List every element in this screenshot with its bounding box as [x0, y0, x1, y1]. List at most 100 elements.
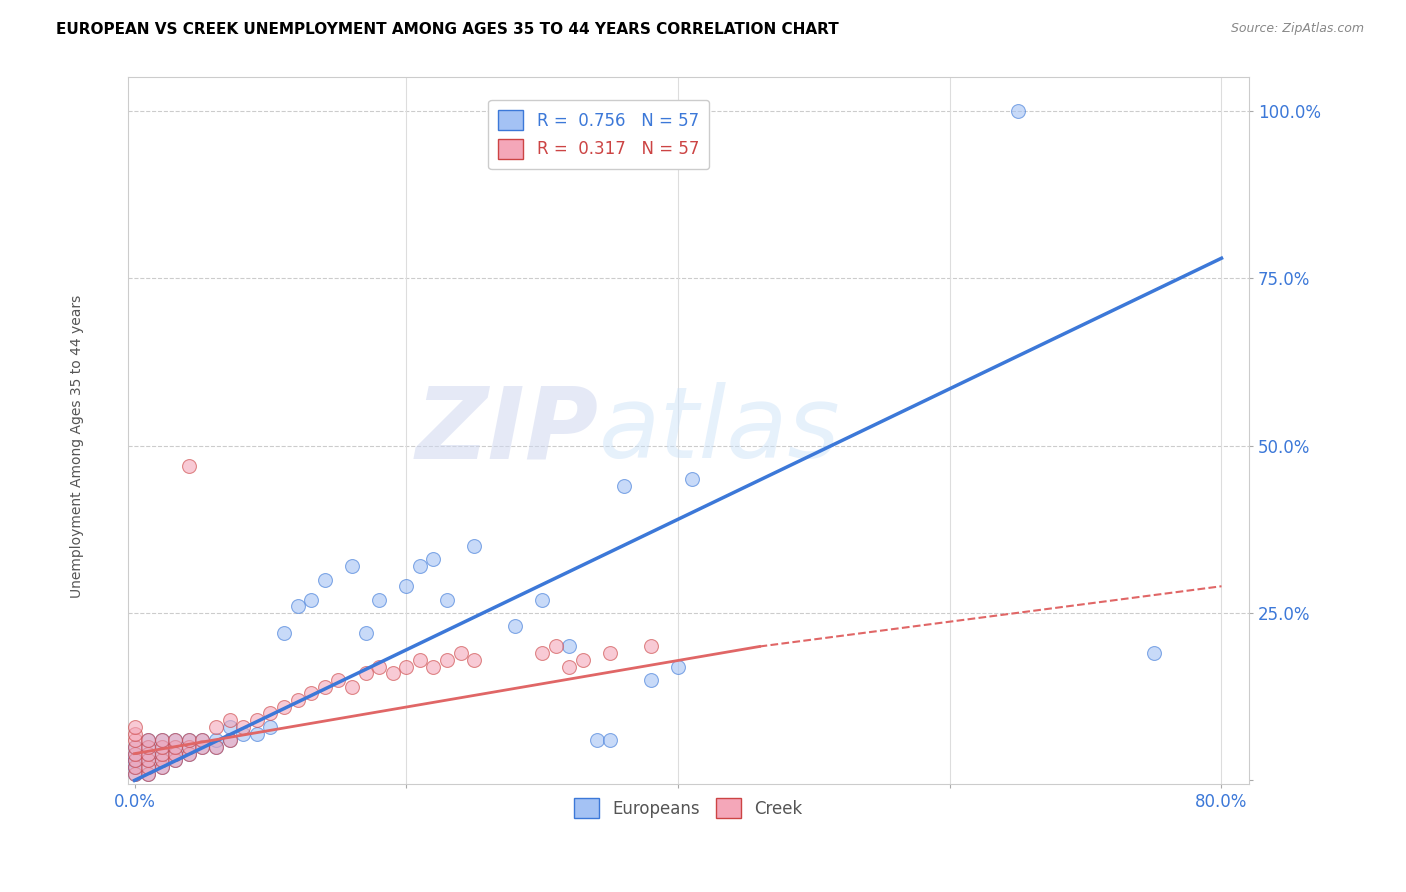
Point: [124, 753, 146, 767]
Point: [191, 733, 214, 747]
Point: [273, 699, 295, 714]
Text: Unemployment Among Ages 35 to 44 years: Unemployment Among Ages 35 to 44 years: [70, 294, 84, 598]
Point: [150, 733, 173, 747]
Point: [666, 659, 689, 673]
Point: [165, 753, 187, 767]
Point: [1142, 646, 1164, 660]
Text: Source: ZipAtlas.com: Source: ZipAtlas.com: [1230, 22, 1364, 36]
Point: [136, 733, 159, 747]
Point: [124, 760, 146, 774]
Point: [205, 739, 228, 754]
Point: [340, 680, 363, 694]
Point: [368, 659, 391, 673]
Point: [422, 552, 444, 566]
Point: [340, 559, 363, 574]
Point: [218, 720, 240, 734]
Text: ZIP: ZIP: [416, 382, 599, 479]
Point: [558, 640, 581, 654]
Point: [136, 739, 159, 754]
Point: [136, 760, 159, 774]
Point: [124, 753, 146, 767]
Point: [314, 680, 336, 694]
Point: [299, 592, 322, 607]
Point: [124, 766, 146, 780]
Point: [531, 592, 554, 607]
Point: [328, 673, 350, 687]
Point: [299, 686, 322, 700]
Point: [124, 739, 146, 754]
Point: [191, 739, 214, 754]
Point: [314, 573, 336, 587]
Point: [191, 733, 214, 747]
Point: [205, 739, 228, 754]
Point: [150, 760, 173, 774]
Point: [177, 747, 200, 761]
Point: [150, 753, 173, 767]
Point: [681, 472, 703, 486]
Point: [177, 733, 200, 747]
Point: [136, 766, 159, 780]
Point: [395, 659, 418, 673]
Point: [395, 579, 418, 593]
Point: [124, 766, 146, 780]
Point: [136, 747, 159, 761]
Point: [136, 733, 159, 747]
Point: [136, 747, 159, 761]
Text: atlas: atlas: [599, 382, 841, 479]
Point: [191, 739, 214, 754]
Point: [165, 739, 187, 754]
Point: [124, 726, 146, 740]
Point: [165, 733, 187, 747]
Point: [205, 720, 228, 734]
Point: [436, 653, 458, 667]
Point: [136, 739, 159, 754]
Point: [599, 733, 621, 747]
Point: [544, 640, 567, 654]
Point: [232, 720, 254, 734]
Point: [205, 733, 228, 747]
Point: [136, 766, 159, 780]
Point: [287, 599, 309, 614]
Point: [613, 479, 636, 493]
Point: [463, 539, 485, 553]
Point: [150, 739, 173, 754]
Point: [1007, 103, 1029, 118]
Point: [165, 733, 187, 747]
Point: [124, 739, 146, 754]
Point: [409, 653, 432, 667]
Point: [599, 646, 621, 660]
Point: [273, 626, 295, 640]
Point: [218, 733, 240, 747]
Point: [246, 713, 269, 727]
Point: [177, 747, 200, 761]
Point: [124, 760, 146, 774]
Point: [124, 753, 146, 767]
Point: [368, 592, 391, 607]
Point: [177, 739, 200, 754]
Point: [124, 747, 146, 761]
Point: [585, 733, 607, 747]
Point: [640, 640, 662, 654]
Point: [409, 559, 432, 574]
Point: [354, 626, 377, 640]
Point: [218, 733, 240, 747]
Point: [259, 720, 281, 734]
Point: [124, 760, 146, 774]
Text: EUROPEAN VS CREEK UNEMPLOYMENT AMONG AGES 35 TO 44 YEARS CORRELATION CHART: EUROPEAN VS CREEK UNEMPLOYMENT AMONG AGE…: [56, 22, 839, 37]
Point: [136, 753, 159, 767]
Point: [450, 646, 472, 660]
Point: [503, 619, 526, 633]
Point: [381, 666, 404, 681]
Point: [165, 747, 187, 761]
Legend: Europeans, Creek: Europeans, Creek: [567, 791, 810, 825]
Point: [124, 720, 146, 734]
Point: [124, 747, 146, 761]
Point: [531, 646, 554, 660]
Point: [165, 747, 187, 761]
Point: [246, 726, 269, 740]
Point: [218, 713, 240, 727]
Point: [150, 747, 173, 761]
Point: [150, 747, 173, 761]
Point: [124, 733, 146, 747]
Point: [150, 739, 173, 754]
